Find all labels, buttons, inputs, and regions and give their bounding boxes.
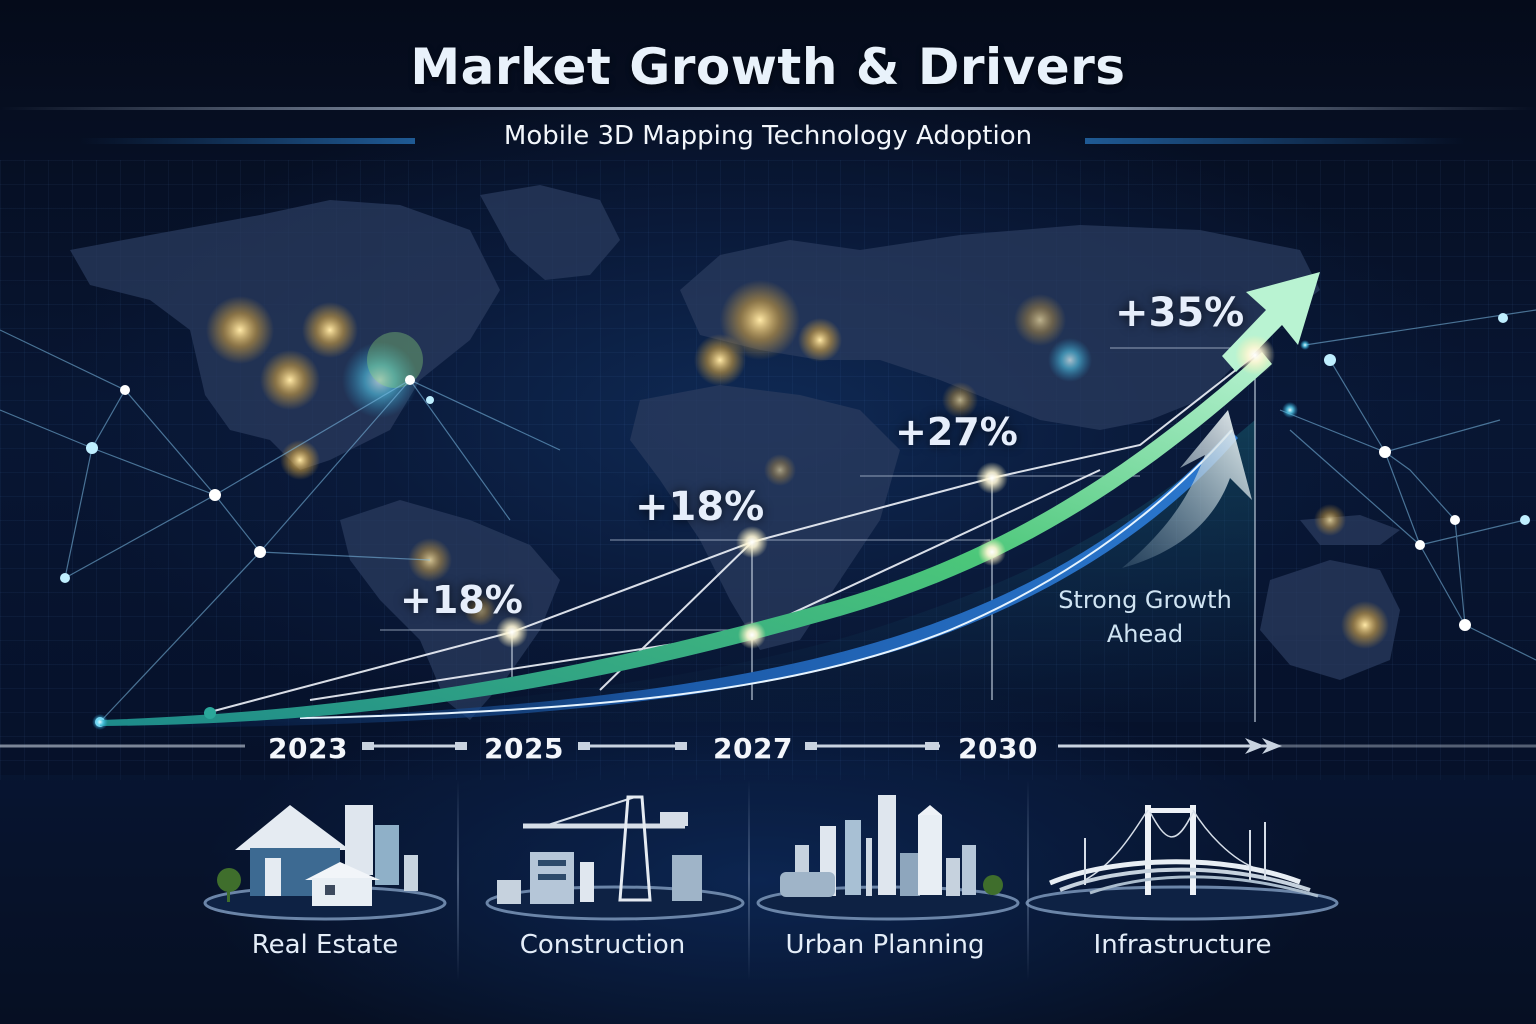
growth-label-2027: +18% <box>635 484 765 530</box>
industry-divider <box>457 780 459 980</box>
page-title: Market Growth & Drivers <box>410 38 1126 96</box>
crane-icon <box>485 795 745 921</box>
title-divider <box>0 107 1536 110</box>
industry-infrastructure: Infrastructure <box>1093 930 1272 960</box>
year-label-2027: 2027 <box>713 732 793 765</box>
industry-divider <box>1027 780 1029 980</box>
year-label-2025: 2025 <box>484 732 564 765</box>
industry-real-estate: Real Estate <box>251 930 399 960</box>
industry-urban-planning: Urban Planning <box>785 930 985 960</box>
callout-line-1: Strong Growth <box>1058 586 1232 614</box>
city-skyline-icon <box>756 795 1020 921</box>
page-subtitle: Mobile 3D Mapping Technology Adoption <box>503 121 1033 151</box>
industry-divider <box>748 780 750 980</box>
callout-line-2: Ahead <box>1106 620 1184 648</box>
bridge-icon <box>1025 805 1339 921</box>
subtitle-bar-right <box>1085 138 1465 144</box>
industry-construction: Construction <box>519 930 686 960</box>
growth-label-2030: +27% <box>895 410 1018 454</box>
year-label-2023: 2023 <box>268 732 348 765</box>
growth-label-2025: +18% <box>400 578 523 622</box>
growth-label-end: +35% <box>1115 290 1245 336</box>
strong-growth-callout: Strong Growth Ahead <box>1030 583 1260 651</box>
house-icon <box>203 805 447 921</box>
year-label-2030: 2030 <box>958 732 1038 765</box>
subtitle-bar-left <box>80 138 415 144</box>
